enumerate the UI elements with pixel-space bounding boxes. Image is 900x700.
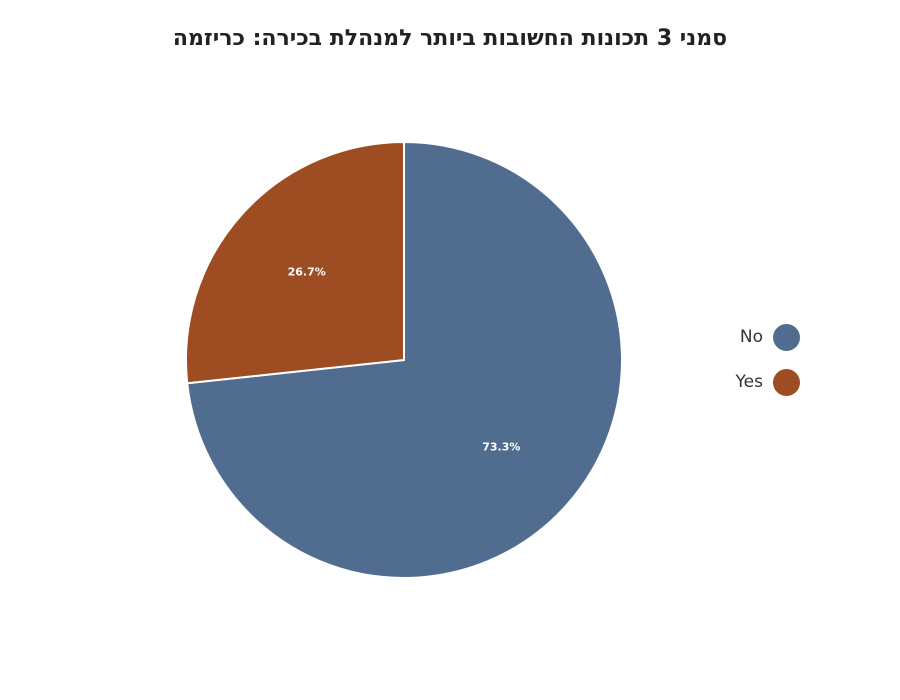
pie-slice-yes[interactable] [185,140,405,385]
legend-item-no[interactable]: No [736,322,800,352]
chart-title: סמני 3 תכונות החשובות ביותר למנהלת בכירה… [172,26,728,51]
legend-label-yes: Yes [735,372,763,392]
legend-swatch-yes [773,368,800,396]
legend: No Yes [736,322,800,412]
slice-label-no: 73.3% [482,440,520,453]
legend-item-yes[interactable]: Yes [736,367,800,397]
legend-swatch-no [773,323,800,351]
slice-label-yes: 26.7% [288,266,326,279]
legend-label-no: No [739,327,763,347]
